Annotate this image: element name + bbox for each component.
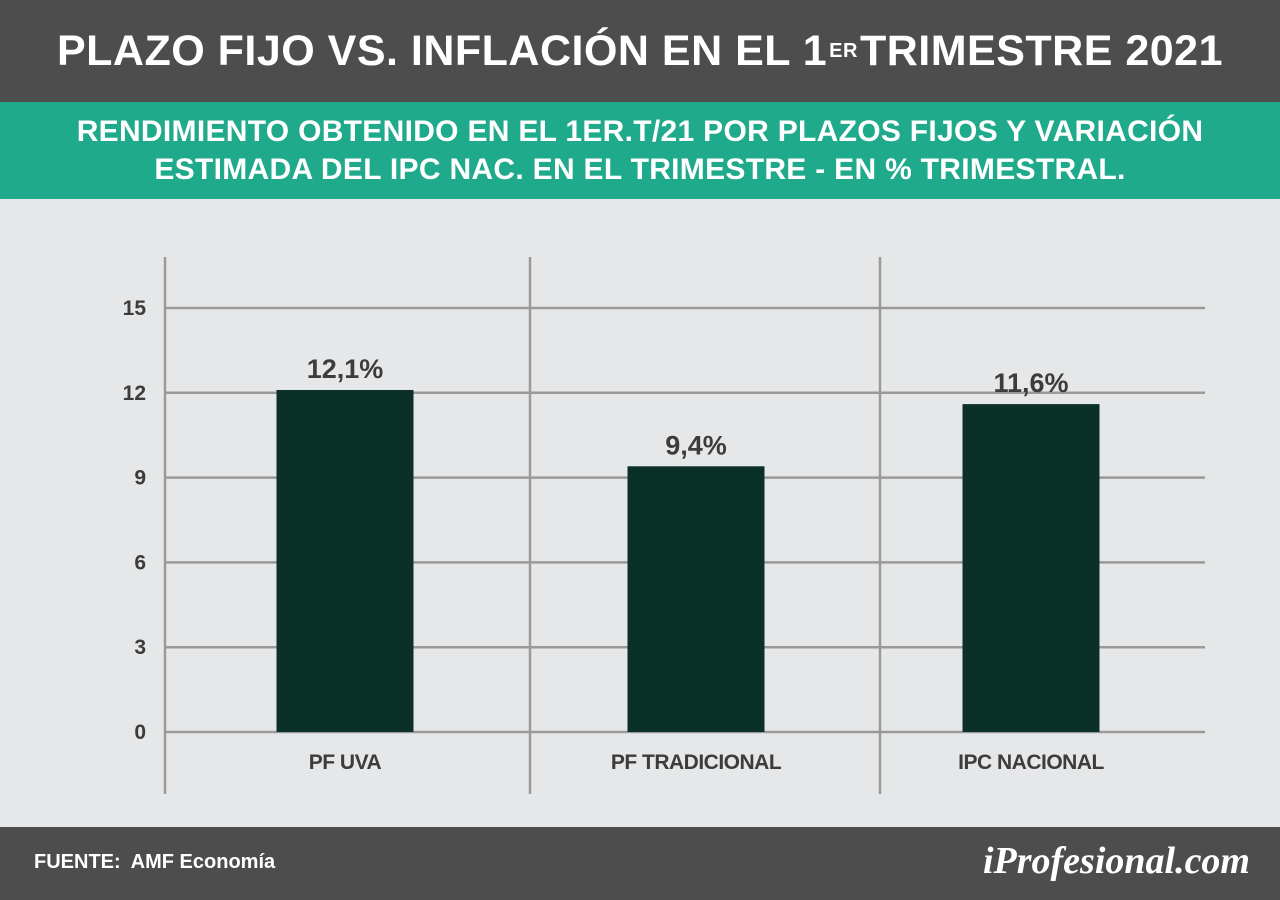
data-label-2: 11,6% — [993, 368, 1068, 398]
bar-pf-tradicional — [627, 466, 765, 732]
bar-ipc-nacional — [962, 404, 1100, 732]
brand-logo: iProfesional.com — [982, 840, 1250, 882]
source-label: FUENTE: — [34, 851, 121, 873]
subtitle-line-1: RENDIMIENTO OBTENIDO EN EL 1ER.T/21 POR … — [76, 114, 1204, 148]
data-label-0: 12,1% — [307, 354, 384, 384]
x-tick-label-2: IPC NACIONAL — [958, 751, 1104, 774]
x-tick-label-0: PF UVA — [309, 751, 382, 774]
y-tick-label-6: 6 — [134, 551, 146, 574]
source-note: FUENTE: AMF Economía — [34, 851, 275, 874]
bar-chart: 0 3 6 9 12 15 12,1% PF UVA 9,4% PF TRADICIONAL 11,… — [123, 257, 1205, 794]
y-tick-label-15: 15 — [123, 297, 147, 320]
subtitle-line-2: ESTIMADA DEL IPC NAC. EN EL TRIMESTRE - … — [154, 152, 1126, 186]
footer: FUENTE: AMF Economía iProfesional.com — [0, 827, 1280, 900]
title-superscript: ER — [829, 39, 858, 62]
bar-pf-uva — [276, 389, 414, 732]
y-tick-label-9: 9 — [134, 467, 146, 490]
chart-title: PLAZO FIJO VS. INFLACIÓN EN EL 1 ER TRIMES… — [0, 0, 1280, 102]
source-value: AMF Economía — [130, 851, 276, 873]
title-main: PLAZO FIJO VS. INFLACIÓN EN EL 1 — [56, 26, 828, 75]
data-label-1: 9,4% — [665, 430, 727, 460]
y-tick-label-12: 12 — [123, 382, 146, 405]
title-end: TRIMESTRE 2021 — [859, 26, 1224, 75]
chart-area: 0 3 6 9 12 15 12,1% PF UVA 9,4% PF TRADICIONAL 11,… — [0, 199, 1280, 827]
chart-subtitle: RENDIMIENTO OBTENIDO EN EL 1ER.T/21 POR … — [0, 102, 1280, 199]
y-tick-label-0: 0 — [134, 721, 146, 744]
y-tick-label-3: 3 — [134, 636, 146, 659]
x-tick-label-1: PF TRADICIONAL — [611, 751, 782, 774]
